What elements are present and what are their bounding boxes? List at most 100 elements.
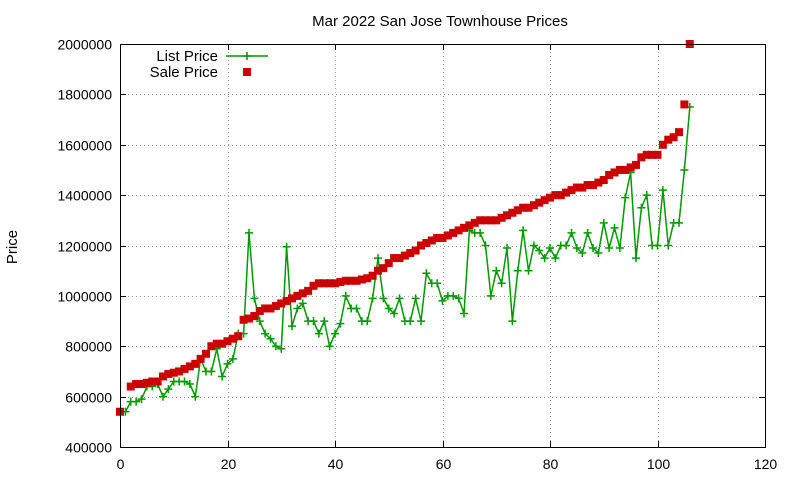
legend-label: Sale Price	[150, 64, 218, 81]
list-price-point	[615, 244, 624, 253]
legend-plus-marker	[243, 52, 251, 60]
list-price-point	[562, 241, 571, 250]
x-tick-label: 40	[328, 456, 344, 472]
sale-price-point	[153, 377, 162, 386]
sale-price-point	[352, 276, 361, 285]
sale-price-point	[449, 228, 458, 237]
sale-price-point	[169, 368, 178, 377]
sale-price-point	[465, 221, 474, 230]
list-price-point	[255, 317, 264, 326]
y-tick-label: 1000000	[57, 289, 112, 305]
list-price-point	[384, 304, 393, 313]
x-tick-label: 60	[436, 456, 452, 472]
list-price-point	[664, 241, 673, 250]
list-price-point	[599, 218, 608, 227]
list-price-point	[476, 228, 485, 237]
sale-price-point	[470, 218, 479, 227]
list-price-point	[341, 291, 350, 300]
list-price-point	[325, 342, 334, 351]
list-price-point	[605, 244, 614, 253]
sale-price-point	[234, 332, 243, 341]
sale-price-point	[583, 181, 592, 190]
sale-price-point	[492, 216, 501, 225]
sale-price-point	[223, 337, 232, 346]
chart-title: Mar 2022 San Jose Townhouse Prices	[312, 13, 568, 30]
series-list-price	[121, 102, 694, 416]
sale-price-point	[390, 254, 399, 263]
y-tick-label: 1600000	[57, 138, 112, 154]
list-price-point	[632, 254, 640, 263]
sale-price-point	[454, 226, 463, 235]
sale-price-point	[433, 233, 442, 242]
list-price-point	[185, 380, 194, 389]
list-price-point	[492, 266, 501, 275]
sale-price-point	[293, 291, 302, 300]
sale-price-point	[347, 276, 356, 285]
list-price-point	[277, 344, 286, 353]
y-tick-label: 1200000	[57, 239, 112, 255]
sale-price-point	[255, 306, 264, 315]
plot-frame	[120, 44, 766, 448]
list-price-point	[266, 334, 275, 343]
list-price-point	[298, 299, 307, 308]
sale-price-point	[395, 254, 404, 263]
list-price-point	[282, 242, 291, 251]
list-price-point	[642, 191, 651, 200]
y-tick-label: 2000000	[57, 37, 112, 53]
x-tick-label: 80	[543, 456, 559, 472]
y-tick-label: 1800000	[57, 87, 112, 103]
list-price-point	[336, 319, 345, 328]
sale-price-point	[680, 100, 689, 109]
list-price-point	[180, 377, 189, 386]
x-tick-label: 0	[117, 456, 125, 472]
sale-price-point	[648, 150, 657, 159]
sale-price-point	[411, 246, 420, 255]
list-price-point	[653, 241, 662, 250]
sale-price-point	[341, 276, 350, 285]
list-price-point	[411, 294, 420, 303]
sale-price-point	[626, 163, 635, 172]
y-axis-label: Price	[4, 230, 21, 264]
list-price-point	[363, 317, 372, 326]
list-price-point	[137, 395, 146, 404]
sale-price-point	[239, 315, 248, 324]
sale-price-point	[132, 380, 141, 389]
sale-price-point	[363, 274, 372, 283]
list-price-point	[159, 392, 167, 401]
sale-price-point	[148, 377, 157, 386]
sale-price-point	[126, 382, 135, 391]
list-price-point	[320, 317, 329, 326]
list-price-point	[207, 367, 216, 376]
sale-price-point	[245, 314, 253, 323]
sale-price-point	[476, 216, 485, 225]
sale-price-point	[282, 296, 291, 305]
list-price-point	[250, 294, 259, 303]
sale-price-point	[417, 241, 425, 250]
list-price-point	[191, 392, 200, 401]
sale-price-point	[524, 203, 533, 212]
sale-price-point	[400, 251, 409, 260]
sale-price-point	[427, 236, 436, 245]
list-price-point	[368, 294, 377, 303]
sale-price-point	[632, 160, 640, 169]
list-price-point	[164, 385, 173, 394]
list-price-point	[433, 279, 442, 288]
list-price-point	[529, 241, 538, 250]
sale-price-point	[513, 206, 522, 215]
sale-price-point	[438, 233, 447, 242]
sale-price-point	[314, 279, 323, 288]
list-price-point	[422, 269, 431, 278]
sale-price-point	[320, 279, 329, 288]
list-price-point	[288, 322, 296, 331]
list-price-point	[567, 228, 576, 237]
sale-price-point	[212, 339, 221, 348]
list-price-point	[621, 193, 630, 202]
sale-price-point	[460, 223, 468, 232]
list-price-point	[460, 309, 468, 318]
list-price-point	[261, 329, 270, 338]
sale-price-point	[379, 264, 388, 273]
sale-price-point	[309, 281, 318, 290]
list-price-point	[309, 317, 318, 326]
series-layer	[116, 40, 694, 416]
legend-square-marker	[243, 68, 251, 76]
